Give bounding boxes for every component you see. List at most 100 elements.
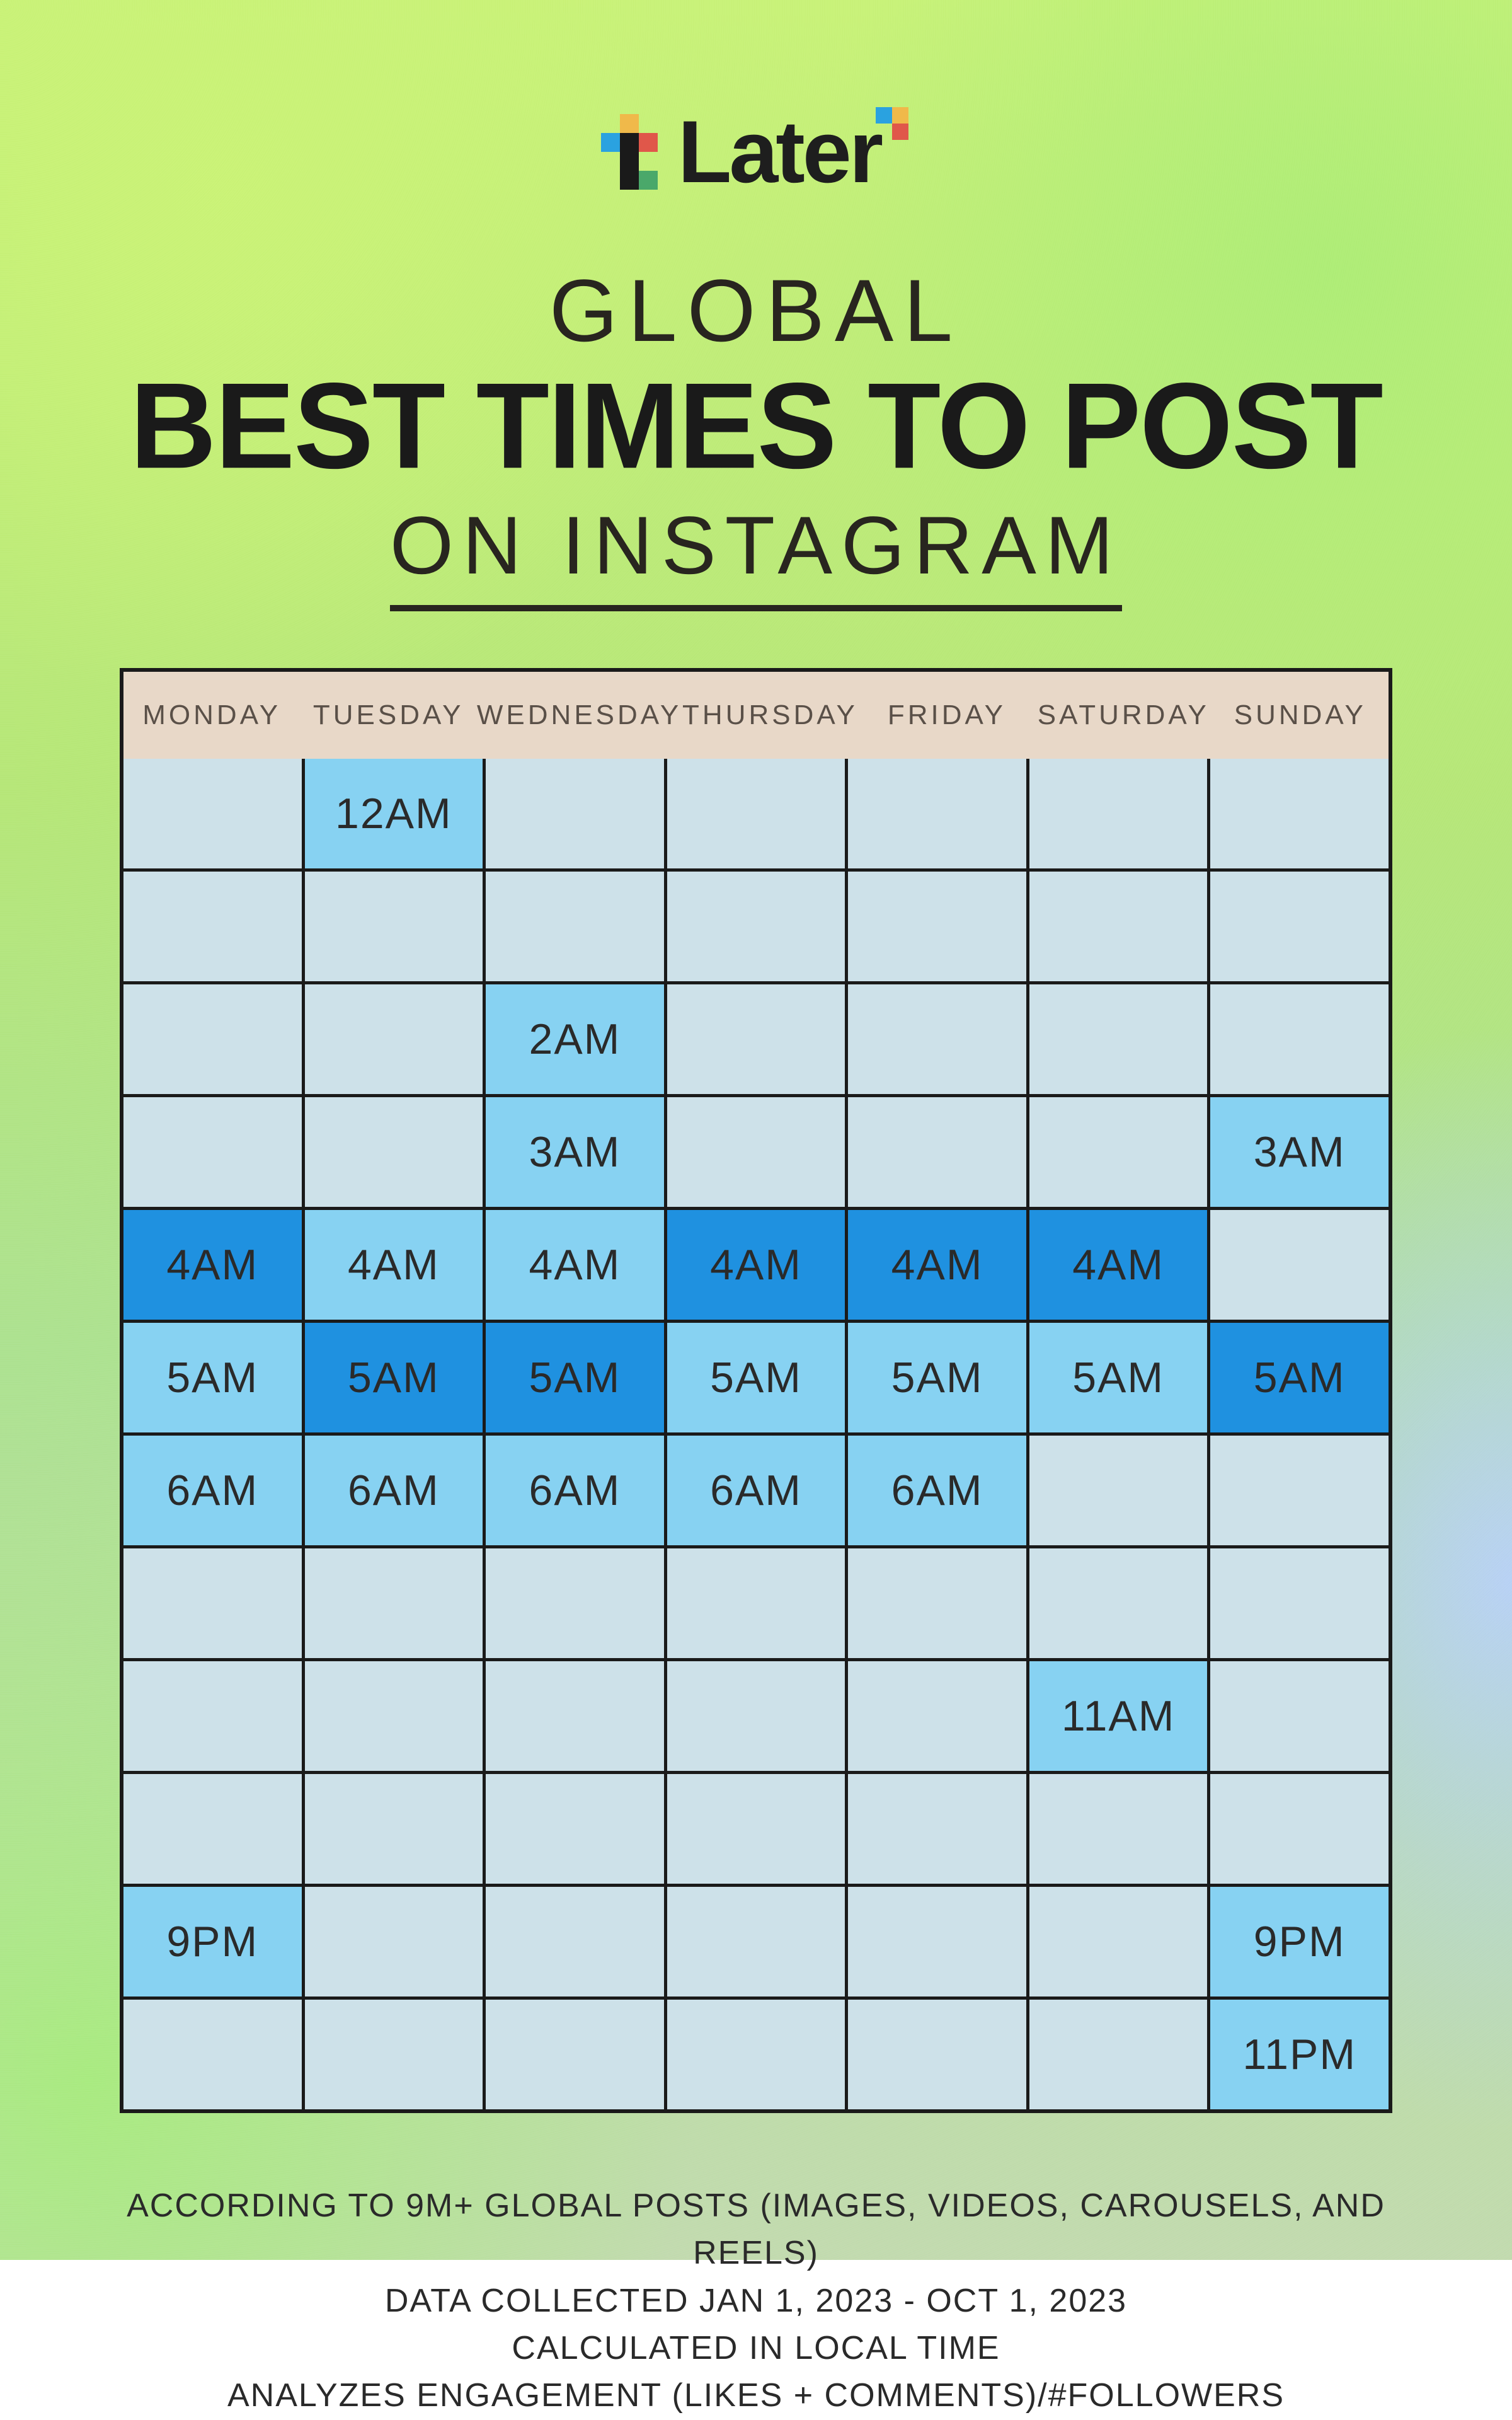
grid-cell xyxy=(667,759,845,868)
grid-cell: 5AM xyxy=(667,1323,845,1432)
grid-cell: 4AM xyxy=(305,1210,483,1320)
grid-cell: 11PM xyxy=(1210,2000,1389,2109)
grid-cell: 4AM xyxy=(486,1210,664,1320)
grid-cell xyxy=(848,872,1026,981)
footer-line: ANALYZES ENGAGEMENT (LIKES + COMMENTS)/#… xyxy=(120,2372,1392,2419)
grid-cell xyxy=(848,1097,1026,1207)
content-wrapper: Later GLOBAL BEST TIMES TO POST ON INSTA… xyxy=(0,0,1512,2260)
grid-cell xyxy=(848,1548,1026,1658)
brand-logo: Later xyxy=(598,101,914,203)
grid-cell xyxy=(486,759,664,868)
grid-cell xyxy=(1210,1436,1389,1545)
grid-cell xyxy=(1029,1436,1208,1545)
grid-cell xyxy=(486,1774,664,1884)
grid-cell xyxy=(123,872,302,981)
grid-cell: 3AM xyxy=(486,1097,664,1207)
grid-cell xyxy=(1029,1774,1208,1884)
grid-cell xyxy=(305,1548,483,1658)
grid-cell xyxy=(123,759,302,868)
footer-line: ACCORDING TO 9M+ GLOBAL POSTS (IMAGES, V… xyxy=(120,2182,1392,2278)
grid-cell xyxy=(305,872,483,981)
grid-cell xyxy=(123,1548,302,1658)
grid-cell: 6AM xyxy=(305,1436,483,1545)
grid-cell: 4AM xyxy=(1029,1210,1208,1320)
grid-cell xyxy=(667,2000,845,2109)
methodology-footer: ACCORDING TO 9M+ GLOBAL POSTS (IMAGES, V… xyxy=(120,2182,1392,2420)
grid-cell xyxy=(1029,1548,1208,1658)
grid-cell xyxy=(1029,1097,1208,1207)
grid-cell: 5AM xyxy=(305,1323,483,1432)
grid-cell: 5AM xyxy=(486,1323,664,1432)
grid-header-cell: THURSDAY xyxy=(682,672,858,759)
grid-cell: 6AM xyxy=(486,1436,664,1545)
title-block: GLOBAL BEST TIMES TO POST ON INSTAGRAM xyxy=(130,260,1382,611)
grid-cell: 4AM xyxy=(848,1210,1026,1320)
grid-cell xyxy=(123,1097,302,1207)
grid-cell xyxy=(667,984,845,1094)
grid-cell xyxy=(305,984,483,1094)
grid-body: 12AM2AM3AM3AM4AM4AM4AM4AM4AM4AM5AM5AM5AM… xyxy=(123,759,1389,2109)
grid-cell xyxy=(667,872,845,981)
grid-cell: 6AM xyxy=(123,1436,302,1545)
grid-cell xyxy=(123,1774,302,1884)
grid-cell: 9PM xyxy=(1210,1887,1389,1997)
grid-cell xyxy=(305,1774,483,1884)
grid-cell: 11AM xyxy=(1029,1661,1208,1771)
grid-cell xyxy=(1210,1774,1389,1884)
footer-line: DATA COLLECTED JAN 1, 2023 - OCT 1, 2023 xyxy=(120,2278,1392,2325)
grid-cell xyxy=(848,1661,1026,1771)
grid-cell xyxy=(305,1097,483,1207)
grid-cell xyxy=(1210,984,1389,1094)
grid-cell xyxy=(1210,1661,1389,1771)
footer-line: CALCULATED IN LOCAL TIME xyxy=(120,2325,1392,2372)
logo-tail-icon xyxy=(876,107,914,151)
grid-cell xyxy=(486,2000,664,2109)
grid-cell xyxy=(667,1887,845,1997)
grid-header-cell: SUNDAY xyxy=(1212,672,1389,759)
grid-cell xyxy=(1210,1210,1389,1320)
logo-plus-icon xyxy=(598,114,674,190)
grid-cell xyxy=(305,2000,483,2109)
grid-cell: 5AM xyxy=(848,1323,1026,1432)
grid-cell: 3AM xyxy=(1210,1097,1389,1207)
grid-cell: 9PM xyxy=(123,1887,302,1997)
grid-header-row: MONDAYTUESDAYWEDNESDAYTHURSDAYFRIDAYSATU… xyxy=(123,672,1389,759)
grid-cell xyxy=(667,1097,845,1207)
grid-cell xyxy=(1029,2000,1208,2109)
brand-name: Later xyxy=(678,101,881,203)
times-grid: MONDAYTUESDAYWEDNESDAYTHURSDAYFRIDAYSATU… xyxy=(120,668,1392,2113)
grid-cell xyxy=(1029,984,1208,1094)
grid-cell xyxy=(667,1661,845,1771)
grid-cell: 2AM xyxy=(486,984,664,1094)
grid-cell xyxy=(123,2000,302,2109)
grid-cell: 5AM xyxy=(1029,1323,1208,1432)
grid-cell: 6AM xyxy=(848,1436,1026,1545)
grid-cell: 5AM xyxy=(123,1323,302,1432)
grid-cell: 6AM xyxy=(667,1436,845,1545)
grid-header-cell: WEDNESDAY xyxy=(477,672,682,759)
grid-cell xyxy=(1029,759,1208,868)
grid-cell xyxy=(1029,1887,1208,1997)
title-line-1: GLOBAL xyxy=(130,260,1382,362)
grid-cell xyxy=(1210,1548,1389,1658)
grid-cell: 4AM xyxy=(123,1210,302,1320)
grid-cell xyxy=(848,759,1026,868)
grid-cell xyxy=(1210,759,1389,868)
grid-cell xyxy=(848,1887,1026,1997)
grid-cell xyxy=(305,1661,483,1771)
grid-cell xyxy=(848,2000,1026,2109)
grid-cell: 5AM xyxy=(1210,1323,1389,1432)
grid-cell xyxy=(486,1887,664,1997)
grid-header-cell: TUESDAY xyxy=(300,672,476,759)
grid-header-cell: FRIDAY xyxy=(859,672,1035,759)
grid-cell: 12AM xyxy=(305,759,483,868)
grid-cell xyxy=(848,1774,1026,1884)
grid-cell xyxy=(486,1661,664,1771)
grid-cell xyxy=(848,984,1026,1094)
grid-header-cell: MONDAY xyxy=(123,672,300,759)
grid-cell xyxy=(123,1661,302,1771)
grid-cell xyxy=(486,872,664,981)
grid-cell: 4AM xyxy=(667,1210,845,1320)
grid-cell xyxy=(667,1774,845,1884)
grid-cell xyxy=(305,1887,483,1997)
